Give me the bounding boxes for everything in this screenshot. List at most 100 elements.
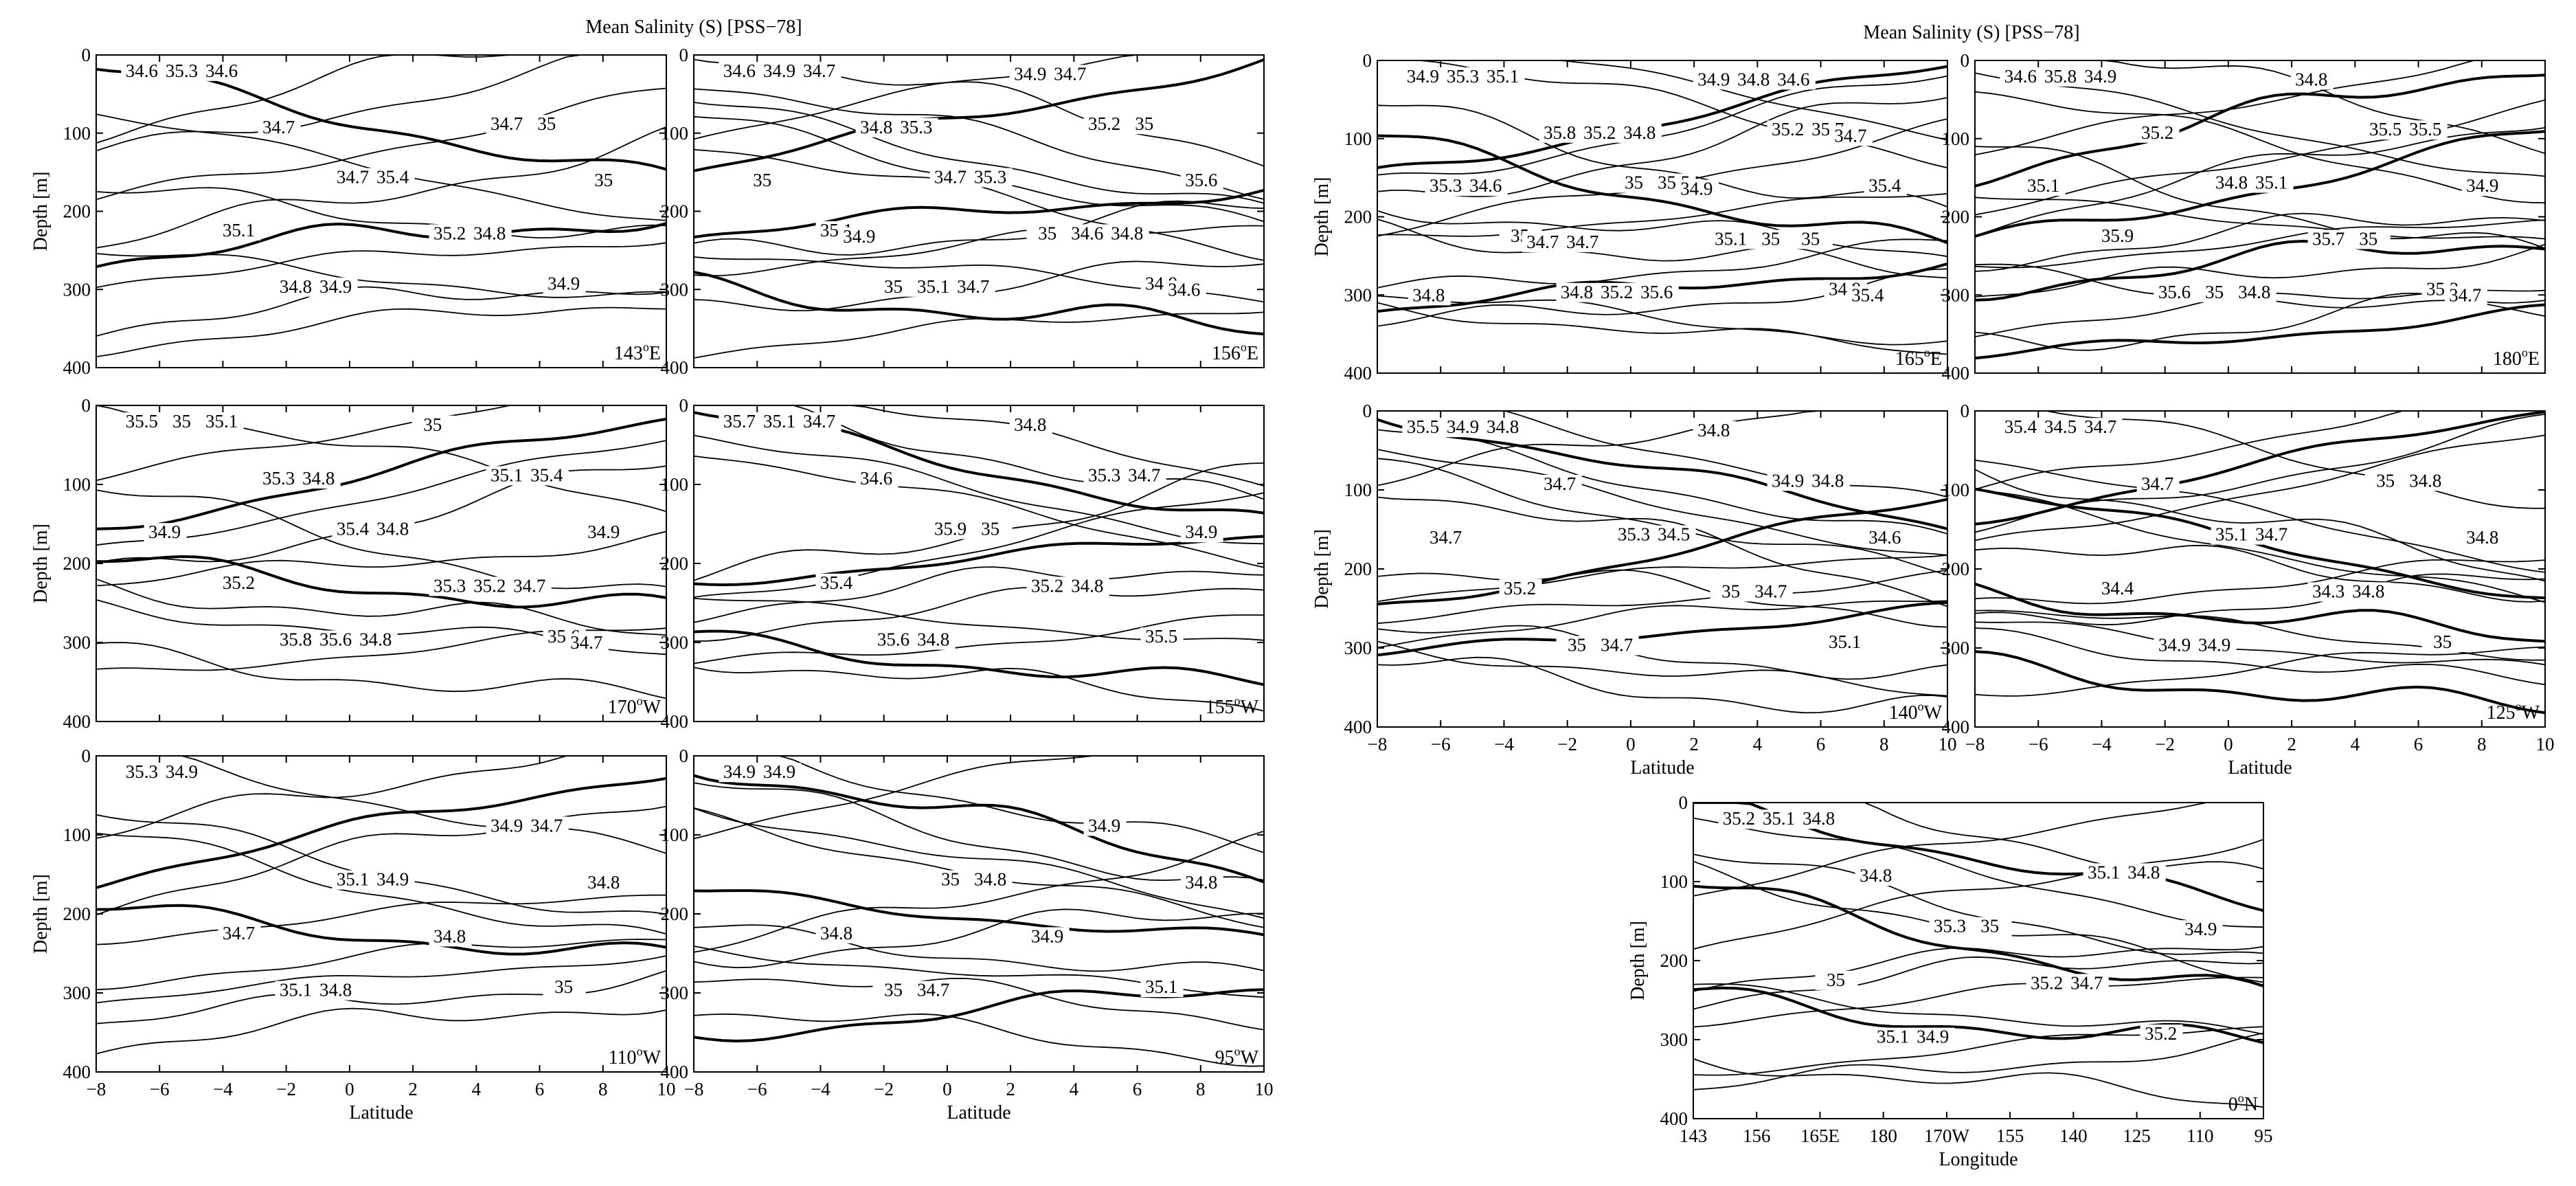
contour-label-bg — [1402, 418, 1445, 438]
contour-label: 34.7 — [1601, 635, 1633, 656]
contour-lines — [1975, 60, 2545, 360]
contour-line — [1377, 497, 1947, 606]
contour-label-bg — [1140, 627, 1184, 647]
contour-label-bg — [1539, 475, 1582, 494]
contour-label: 35 — [1980, 916, 1999, 937]
y-tick-label: 300 — [63, 632, 91, 653]
contour-label: 35.2 — [2141, 122, 2173, 143]
contour-line — [96, 440, 666, 546]
contour-label-bg — [2040, 67, 2083, 87]
contour-label-bg — [1855, 866, 1898, 886]
contour-label: 35 — [1721, 581, 1740, 601]
contour-label-bg — [1732, 70, 1776, 90]
x-axis-label: Latitude — [2228, 757, 2292, 779]
contour-label-bg — [429, 577, 472, 596]
contour-label-bg — [411, 415, 455, 435]
x-axis-label: Latitude — [947, 1102, 1010, 1123]
contour-line — [1975, 573, 2545, 626]
y-tick-label: 100 — [1660, 871, 1688, 892]
contour-label-bg — [1556, 636, 1599, 656]
y-tick-label: 200 — [661, 553, 689, 574]
contour-line — [694, 924, 1264, 972]
contour-label: 34.9 — [547, 273, 580, 293]
contour-line — [1693, 853, 2263, 955]
contour-label-bg — [1807, 471, 1850, 491]
plot-frame — [693, 755, 1265, 1073]
contour-label: 34.7 — [262, 117, 295, 137]
section-label-sup: o — [1234, 1044, 1241, 1058]
contour-label: 34.9 — [763, 60, 795, 81]
contour-label-bg — [332, 519, 375, 539]
x-tick-label: 95 — [2255, 1126, 2273, 1146]
contour-label: 35.3 — [1447, 66, 1479, 87]
contour-label: 35.3 — [166, 60, 198, 81]
x-tick-label: 180 — [1869, 1126, 1897, 1146]
contour-label-bg — [468, 224, 512, 244]
contour-label-bg — [2066, 974, 2109, 994]
plot-frame — [1377, 410, 1948, 728]
x-tick-label: 10 — [657, 1079, 676, 1099]
x-tick-label: 8 — [2477, 734, 2487, 754]
contour-label: 35.2 — [1583, 122, 1616, 143]
contour-line — [1693, 986, 2263, 1044]
contour-line — [1975, 487, 2545, 600]
contour-label: 35.2 — [2031, 972, 2063, 993]
section-label-value: 170 — [608, 697, 637, 718]
y-tick-label: 0 — [1363, 401, 1372, 421]
contour-label-bg — [2364, 471, 2408, 491]
contour-label: 34.7 — [1544, 473, 1576, 494]
contour-label-bg — [1750, 582, 1793, 602]
contour-label-bg — [2136, 475, 2180, 494]
x-tick-label: 110 — [2187, 1126, 2214, 1146]
contour-label: 34.6 — [205, 60, 238, 81]
contour-line — [694, 405, 1264, 486]
contour-label: 34.8 — [860, 117, 892, 137]
contour-line — [1975, 303, 2545, 360]
contour-label: 35 — [554, 976, 573, 997]
contour-label-bg — [543, 274, 586, 294]
y-tick-label: 400 — [661, 357, 689, 378]
contour-label: 34.6 — [2004, 66, 2037, 87]
contour-label: 34.5 — [2044, 416, 2077, 437]
contour-line — [1377, 601, 1947, 657]
contour-label-bg — [2000, 418, 2043, 438]
contour-label-bg — [2250, 525, 2294, 545]
contour-label: 35.8 — [280, 629, 312, 650]
y-tick-label: 0 — [82, 395, 91, 416]
contour-line — [1975, 469, 2545, 582]
contour-line — [1975, 99, 2545, 216]
contour-label-bg — [1180, 873, 1223, 893]
panel-6: 35.5 35.3 35.1 35 34.9 35.2 35 34.9 34.5 34.6 34.7… — [1311, 401, 1957, 779]
x-tick-label: 10 — [2536, 734, 2555, 754]
section-label-suffix: N — [2244, 1094, 2258, 1115]
contour-label-bg — [258, 469, 301, 489]
contour-line — [96, 306, 666, 357]
y-tick-label: 0 — [1679, 792, 1688, 813]
contour-label-bg — [1618, 123, 1662, 143]
contour-label-bg — [1758, 809, 1801, 829]
contour-label: 35 — [941, 869, 960, 890]
contour-label-bg — [1693, 70, 1736, 90]
contour-label-bg — [1929, 917, 1972, 937]
contour-line — [694, 908, 1264, 969]
y-tick-label: 300 — [661, 983, 689, 1003]
contour-label-bg — [872, 630, 916, 650]
contour-label: 34.9 — [490, 815, 523, 836]
section-label: 0oN — [2228, 1091, 2258, 1115]
contour-label: 34.7 — [1128, 465, 1160, 485]
contour-label: 34.8 — [2466, 527, 2498, 548]
y-tick-label: 100 — [661, 825, 689, 845]
contour-label: 34.7 — [1834, 125, 1866, 146]
contour-label: 35 — [884, 980, 903, 1000]
contour-label: 34.6 — [1168, 279, 1200, 300]
contour-label-bg — [798, 412, 841, 432]
contour-label-bg — [2180, 920, 2223, 940]
contour-line — [1377, 104, 1947, 208]
y-tick-label: 0 — [679, 45, 689, 65]
contour-label-bg — [526, 115, 569, 135]
contour-line — [1975, 627, 2545, 686]
x-tick-label: −8 — [1368, 734, 1388, 754]
x-tick-label: −8 — [684, 1079, 704, 1099]
contour-line — [96, 1007, 666, 1055]
